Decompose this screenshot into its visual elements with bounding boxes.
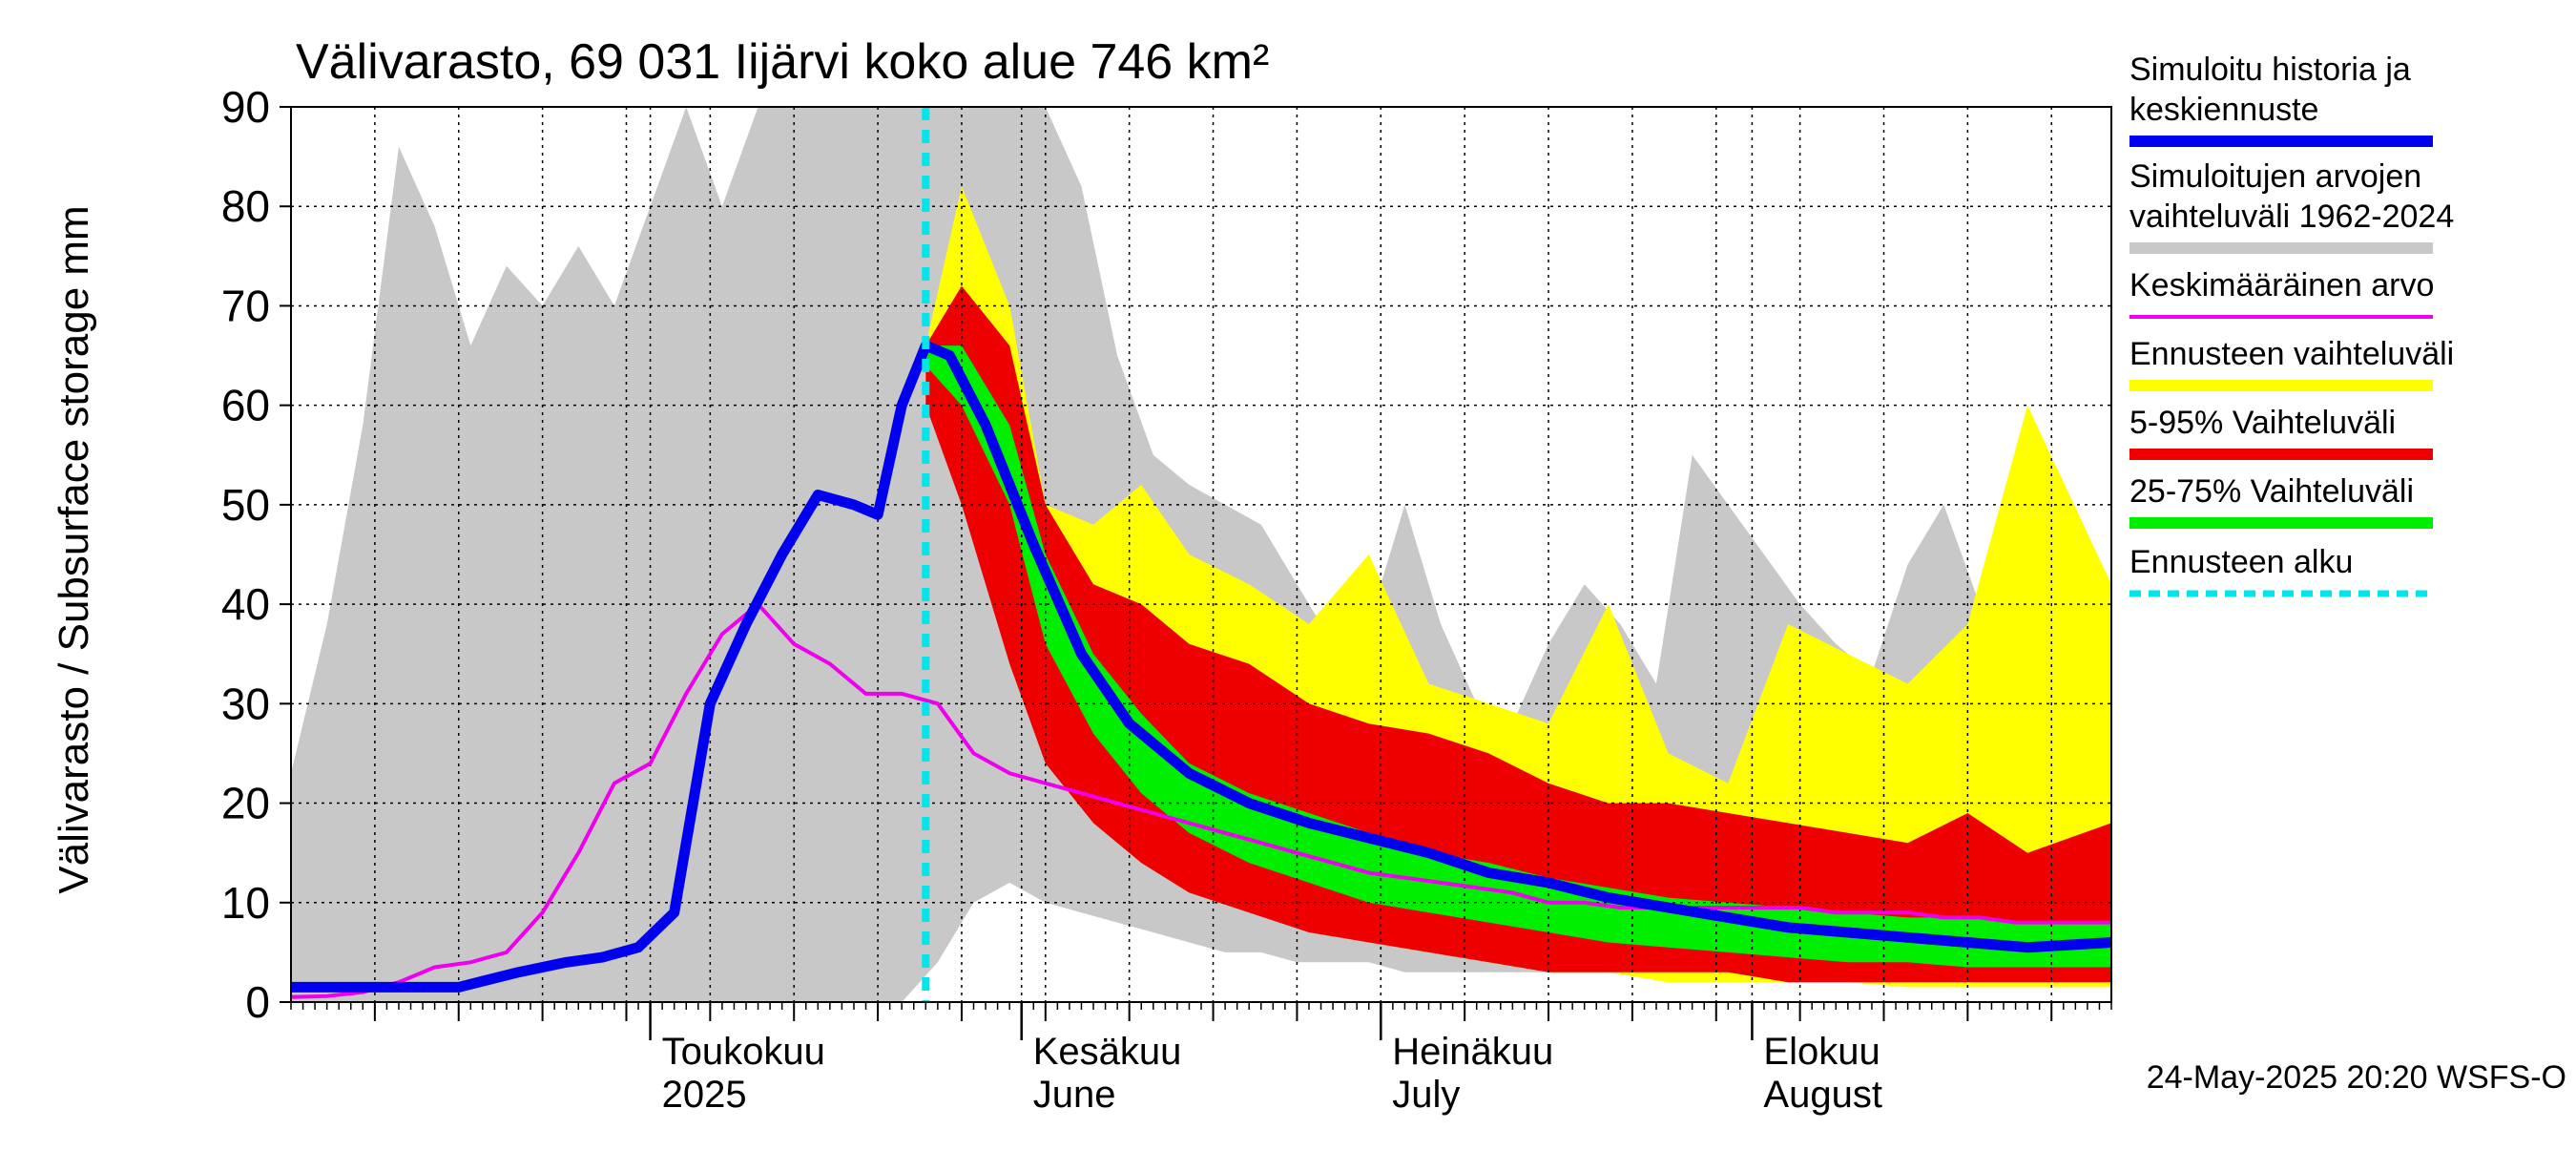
legend: Simuloitu historia ja keskiennuste Simuloi… bbox=[2129, 52, 2454, 597]
y-tick-label: 50 bbox=[221, 480, 270, 530]
x-month-sublabel: July bbox=[1392, 1074, 1460, 1116]
legend-label: 25-75% Vaihteluväli bbox=[2129, 473, 2414, 510]
y-tick-label: 60 bbox=[221, 381, 270, 430]
x-month-label: Elokuu bbox=[1763, 1031, 1880, 1073]
y-tick-label: 40 bbox=[221, 579, 270, 629]
lines-layer bbox=[290, 107, 2112, 1002]
mean-line bbox=[290, 601, 2111, 999]
y-tick-label: 0 bbox=[245, 977, 270, 1027]
legend-label: Ennusteen alku bbox=[2129, 544, 2353, 580]
x-month-label: Toukokuu bbox=[662, 1031, 825, 1073]
x-month-sublabel: June bbox=[1033, 1074, 1116, 1116]
y-tick-label: 80 bbox=[221, 181, 270, 231]
chart-title: Välivarasto, 69 031 Iijärvi koko alue 74… bbox=[296, 34, 1269, 90]
x-month-sublabel: August bbox=[1763, 1074, 1882, 1116]
legend-label: vaihteluväli 1962-2024 bbox=[2129, 199, 2454, 235]
legend-label: Ennusteen vaihteluväli bbox=[2129, 336, 2454, 372]
legend-label: Simuloitu historia ja bbox=[2129, 52, 2411, 88]
y-tick-label: 20 bbox=[221, 779, 270, 828]
x-month-label: Heinäkuu bbox=[1392, 1031, 1553, 1073]
y-tick-label: 10 bbox=[221, 878, 270, 928]
y-ticks: 0 10 20 30 40 50 60 70 80 90 bbox=[221, 82, 291, 1027]
y-tick-label: 70 bbox=[221, 281, 270, 330]
forecast-mean-line bbox=[291, 340, 2112, 993]
legend-label: Keskimääräinen arvo bbox=[2129, 267, 2434, 303]
grid-layer bbox=[291, 107, 2111, 1002]
y-tick-label: 30 bbox=[221, 679, 270, 728]
y-axis-label: Välivarasto / Subsurface storage mm bbox=[51, 205, 97, 893]
y-tick-label: 90 bbox=[221, 82, 270, 132]
legend-label: 5-95% Vaihteluväli bbox=[2129, 405, 2396, 441]
x-month-sublabel: 2025 bbox=[662, 1074, 747, 1116]
legend-label: keskiennuste bbox=[2129, 92, 2318, 128]
p25-75-band bbox=[925, 345, 2111, 968]
footer-timestamp: 24-May-2025 20:20 WSFS-O bbox=[2147, 1059, 2566, 1096]
x-month-label: Kesäkuu bbox=[1033, 1031, 1182, 1073]
legend-label: Simuloitujen arvojen bbox=[2129, 158, 2421, 195]
